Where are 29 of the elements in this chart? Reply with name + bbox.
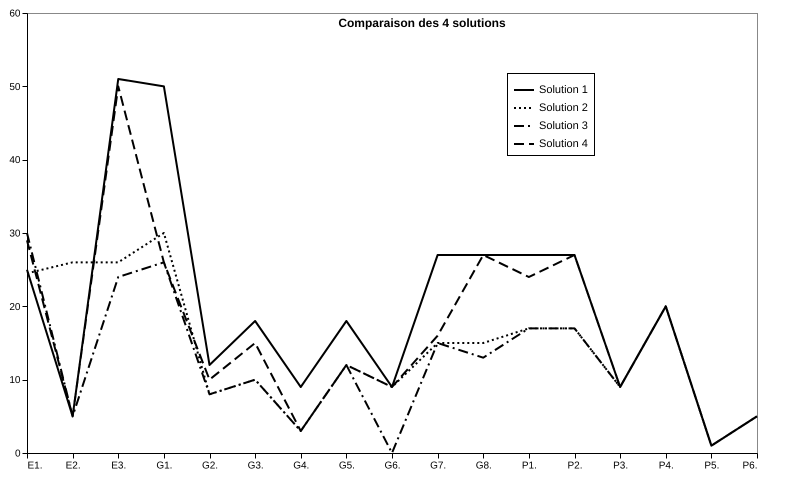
y-tick-label: 0 bbox=[14, 448, 21, 460]
x-tick-label: G4. bbox=[293, 460, 310, 472]
legend-label: Solution 3 bbox=[539, 120, 588, 132]
y-tick-label: 20 bbox=[9, 302, 21, 313]
legend-label: Solution 1 bbox=[539, 84, 588, 96]
y-tick-label: 30 bbox=[9, 228, 21, 240]
x-tick-label: P2. bbox=[567, 460, 583, 472]
x-tick-label: P3. bbox=[613, 460, 628, 472]
chart-title: Comparaison des 4 solutions bbox=[338, 16, 506, 30]
x-tick-label: P6. bbox=[742, 460, 758, 472]
x-tick-label: P5. bbox=[704, 460, 720, 472]
x-tick-label: G3. bbox=[248, 460, 264, 472]
x-tick-label: P4. bbox=[658, 460, 674, 472]
x-tick-label: G2. bbox=[202, 460, 218, 472]
x-tick-label: G5. bbox=[338, 460, 355, 472]
y-tick-label: 60 bbox=[9, 8, 21, 20]
x-tick-label: P1. bbox=[522, 460, 537, 472]
x-tick-label: E2. bbox=[66, 460, 81, 472]
y-tick-label: 50 bbox=[9, 82, 21, 93]
x-tick-label: G1. bbox=[156, 460, 172, 472]
legend-label: Solution 4 bbox=[539, 138, 588, 150]
y-tick-label: 10 bbox=[9, 375, 21, 386]
y-tick-label: 40 bbox=[9, 155, 21, 166]
x-tick-label: E3. bbox=[111, 460, 126, 472]
x-tick-label: G6. bbox=[384, 460, 401, 472]
x-tick-label: G7. bbox=[430, 460, 446, 472]
x-tick-label: G8. bbox=[476, 460, 492, 472]
x-tick-label: E1. bbox=[28, 460, 43, 472]
legend-label: Solution 2 bbox=[539, 102, 588, 114]
